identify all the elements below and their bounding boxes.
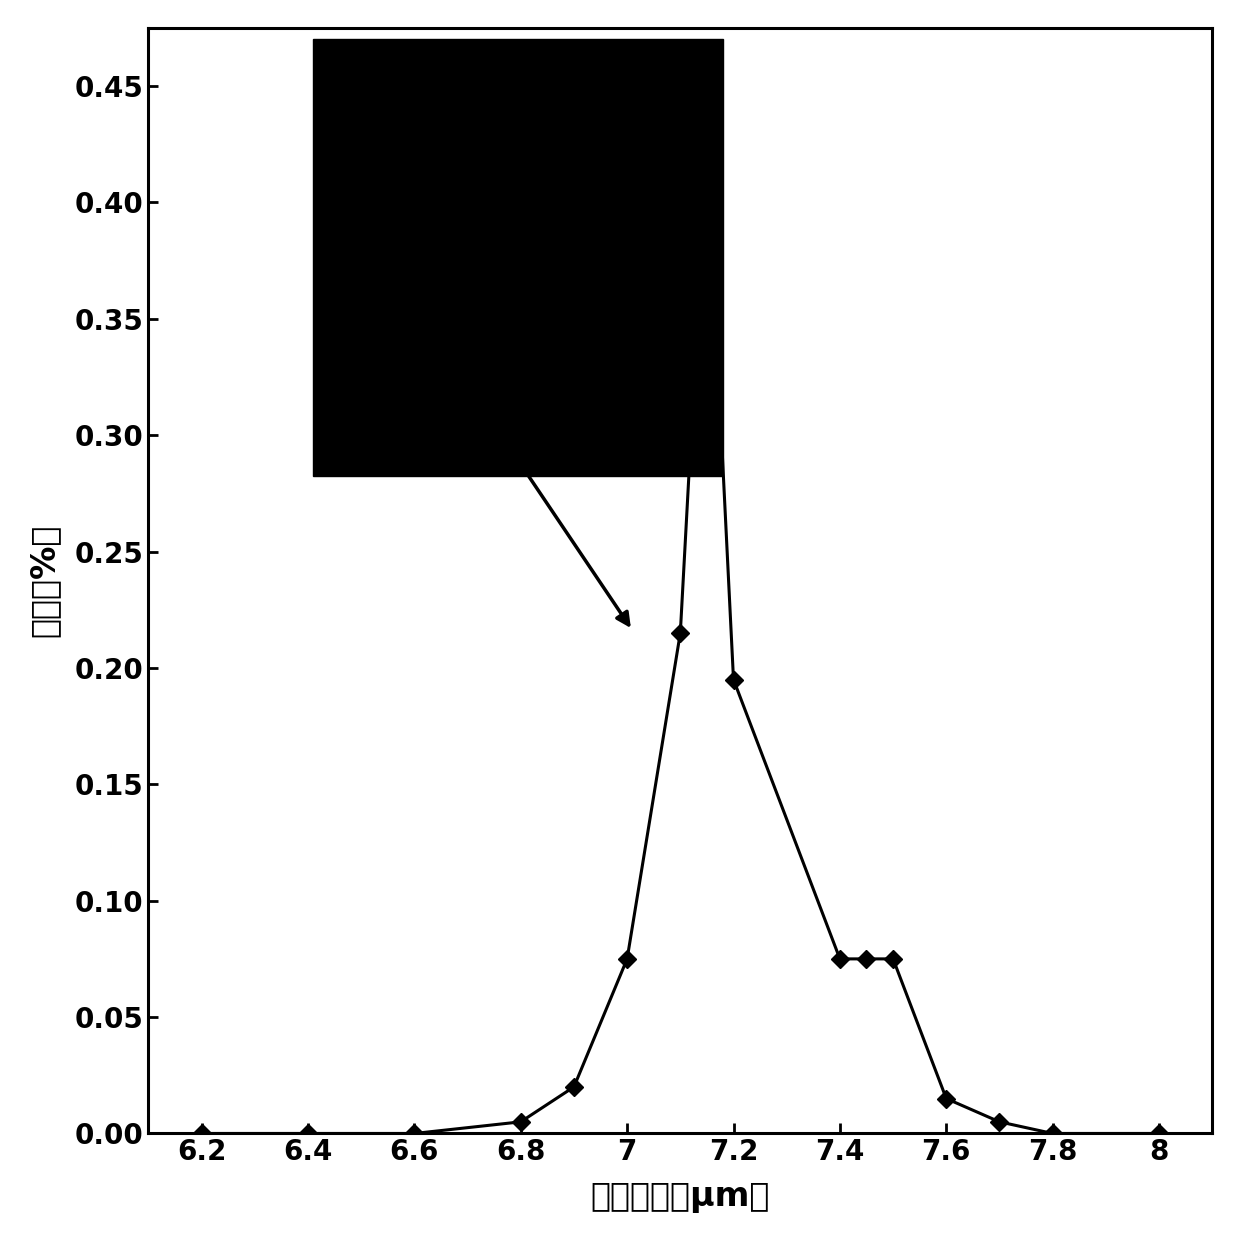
- Y-axis label: 频率（%）: 频率（%）: [27, 524, 61, 638]
- X-axis label: 微球尺寸（μm）: 微球尺寸（μm）: [590, 1180, 770, 1214]
- Bar: [314, 38, 723, 475]
